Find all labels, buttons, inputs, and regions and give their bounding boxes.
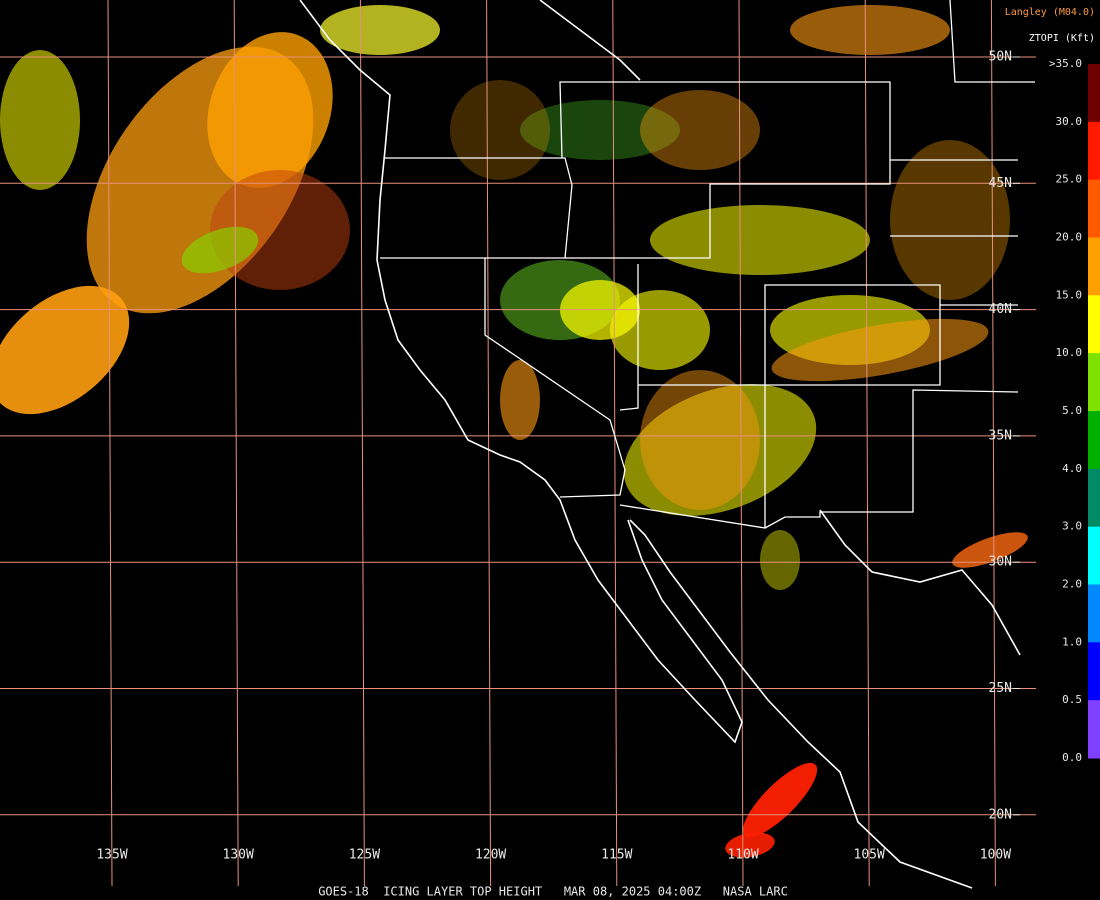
coastline xyxy=(539,0,641,81)
legend-swatch xyxy=(1088,468,1100,528)
legend-label: 1.0 xyxy=(1062,635,1082,648)
product-label: ZTOPI (Kft) xyxy=(1029,33,1095,44)
meridian xyxy=(738,0,744,887)
cloud-field xyxy=(0,285,130,415)
cloud-field xyxy=(500,360,540,440)
cloud-field xyxy=(0,50,80,190)
border xyxy=(764,159,1019,529)
legend-swatch xyxy=(1088,353,1100,412)
border xyxy=(484,258,626,498)
longitude-label: 100W xyxy=(980,848,1011,863)
longitude-label: 115W xyxy=(601,848,632,863)
longitude-label: 120W xyxy=(475,848,506,863)
cloud-field xyxy=(210,170,350,290)
legend-label: 10.0 xyxy=(1056,346,1083,359)
cloud-field xyxy=(520,100,680,160)
latitude-label: 25N xyxy=(989,681,1012,696)
legend-swatch xyxy=(1088,700,1100,759)
cloud-field xyxy=(640,370,760,510)
cloud-field xyxy=(623,384,817,516)
border xyxy=(380,157,573,259)
longitude-label: 105W xyxy=(854,848,885,863)
cloud-field xyxy=(610,290,710,370)
cloud-field xyxy=(760,530,800,590)
border xyxy=(559,81,891,259)
footer-caption: GOES-18 ICING LAYER TOP HEIGHT MAR 08, 2… xyxy=(318,885,788,899)
legend-label: 15.0 xyxy=(1056,288,1083,301)
cloud-field xyxy=(742,762,818,838)
legend-label: 25.0 xyxy=(1056,173,1083,186)
longitude-label: 135W xyxy=(96,848,127,863)
legend-swatch xyxy=(1088,179,1100,238)
legend-label: 3.0 xyxy=(1062,520,1082,533)
legend-label: 0.5 xyxy=(1062,693,1082,706)
legend-label: 2.0 xyxy=(1062,578,1082,591)
legend-swatch xyxy=(1088,411,1100,470)
cloud-field xyxy=(320,5,440,55)
meridian xyxy=(486,0,492,887)
cloud-field xyxy=(771,318,989,382)
legend-swatch xyxy=(1088,64,1100,123)
legend-label: >35.0 xyxy=(1049,57,1082,70)
border xyxy=(949,0,1035,83)
legend-swatch xyxy=(1088,121,1100,181)
cloud-field xyxy=(207,32,333,188)
meridian xyxy=(107,0,113,887)
labels: 135W 130W 125W 120W 115W 110W 105W 100W 50N 45N 40… xyxy=(96,50,1020,863)
legend-swatch xyxy=(1088,642,1100,701)
cloud-field xyxy=(890,140,1010,300)
legend-swatch xyxy=(1088,526,1100,585)
legend-label: 0.0 xyxy=(1062,751,1082,764)
border xyxy=(619,264,941,529)
legend-swatch xyxy=(1088,295,1100,354)
latitude-label: 40N xyxy=(989,302,1012,317)
legend-swatch xyxy=(1088,584,1100,643)
meridian xyxy=(233,0,239,887)
legend-label: 4.0 xyxy=(1062,462,1082,475)
meridian xyxy=(864,0,870,887)
graticule xyxy=(0,0,1036,887)
coastlines xyxy=(299,0,1021,889)
cloud-field xyxy=(640,90,760,170)
coastline xyxy=(819,509,1021,656)
latitude-label: 50N xyxy=(989,50,1012,65)
longitude-label: 125W xyxy=(349,848,380,863)
cloud-field xyxy=(790,5,950,55)
meridian xyxy=(359,0,365,887)
state-borders xyxy=(380,0,1035,529)
latitude-label: 20N xyxy=(989,807,1012,822)
latitude-label: 30N xyxy=(989,555,1012,570)
source-label: Langley (M04.0) xyxy=(1005,7,1095,18)
legend-label: 5.0 xyxy=(1062,404,1082,417)
cloud-field xyxy=(725,832,775,858)
color-legend: >35.0 30.0 25.0 20.0 15.0 10.0 5.0 4.0 3.0 2.0 1.0… xyxy=(1049,57,1100,764)
cloud-layer xyxy=(0,5,1028,858)
cloud-field xyxy=(181,226,259,274)
cloud-field xyxy=(450,80,550,180)
latitude-label: 45N xyxy=(989,176,1012,191)
legend-swatch xyxy=(1088,237,1100,296)
cloud-field xyxy=(952,532,1028,568)
legend-label: 30.0 xyxy=(1056,115,1083,128)
coastline xyxy=(299,0,743,744)
longitude-label: 130W xyxy=(223,848,254,863)
meridian xyxy=(990,0,996,887)
latitude-label: 35N xyxy=(989,428,1012,443)
longitude-label: 110W xyxy=(727,848,758,863)
legend-label: 20.0 xyxy=(1056,231,1083,244)
cloud-field xyxy=(650,205,870,275)
coastline xyxy=(629,519,973,889)
meridian xyxy=(612,0,618,887)
